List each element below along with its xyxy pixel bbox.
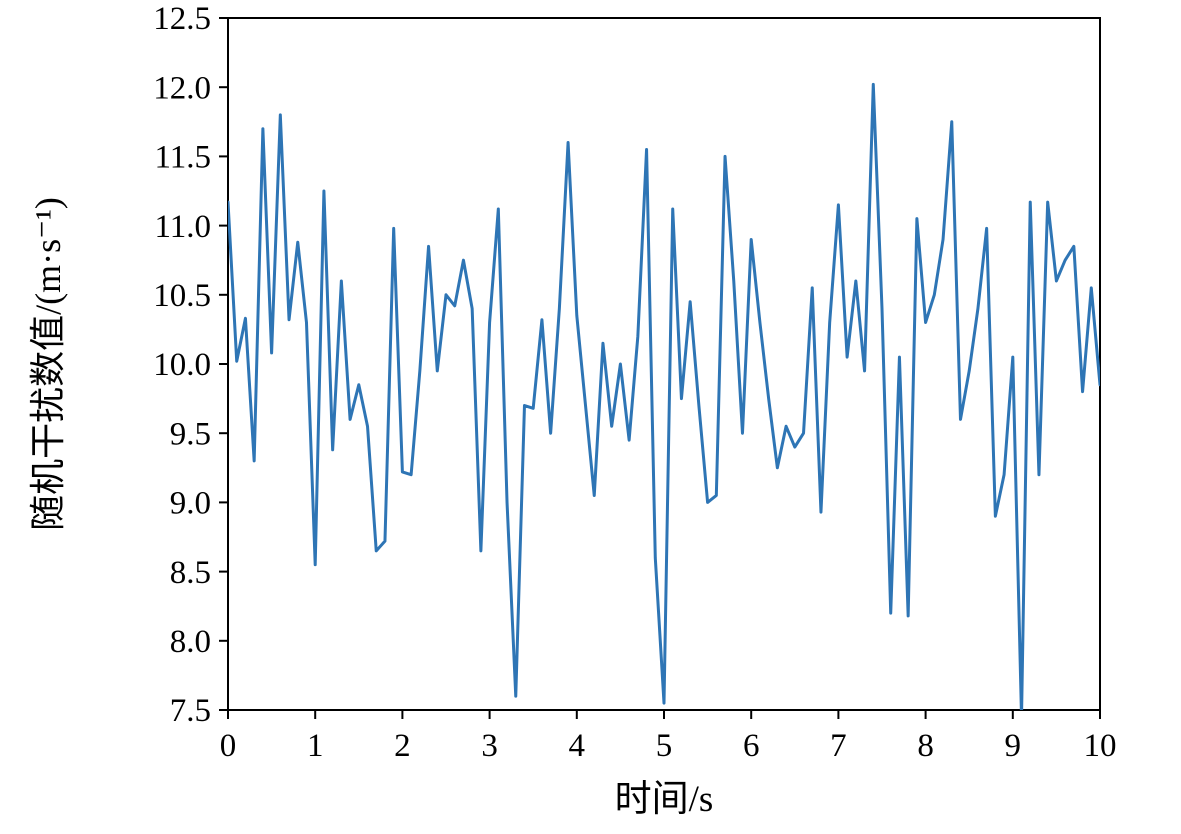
x-tick-label: 1 [307, 728, 324, 764]
y-axis-title: 随机干扰数值/(m·s⁻¹) [28, 197, 68, 531]
x-tick-label: 0 [220, 728, 237, 764]
x-tick-label: 4 [569, 728, 586, 764]
y-tick-label: 11.0 [154, 209, 211, 245]
y-tick-label: 10.5 [153, 278, 211, 314]
x-tick-label: 9 [1005, 728, 1022, 764]
x-tick-label: 5 [656, 728, 673, 764]
y-tick-label: 8.0 [170, 624, 211, 660]
x-tick-label: 6 [743, 728, 760, 764]
y-tick-label: 11.5 [154, 140, 211, 176]
x-tick-label: 8 [917, 728, 934, 764]
x-axis-title: 时间/s [614, 779, 714, 820]
y-tick-label: 8.5 [170, 555, 211, 591]
y-tick-label: 12.0 [153, 70, 211, 106]
y-tick-label: 9.5 [170, 416, 211, 452]
data-line [228, 82, 1100, 710]
x-tick-label: 10 [1084, 728, 1117, 764]
y-tick-label: 7.5 [170, 693, 211, 729]
y-tick-label: 10.0 [153, 347, 211, 383]
y-tick-label: 9.0 [170, 486, 211, 522]
x-tick-label: 7 [830, 728, 847, 764]
x-tick-label: 3 [481, 728, 498, 764]
y-tick-label: 12.5 [153, 1, 211, 37]
x-tick-label: 2 [394, 728, 411, 764]
